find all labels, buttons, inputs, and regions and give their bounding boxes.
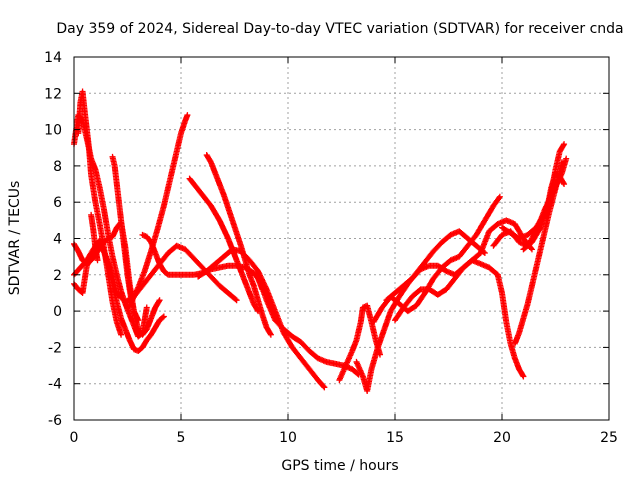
x-tick-label: 25 <box>600 430 618 446</box>
axis-ticks <box>73 56 610 421</box>
y-tick-label: 10 <box>44 123 62 139</box>
y-tick-labels: -6 -4 -2 0 2 4 6 8 10 12 14 <box>44 50 62 429</box>
x-tick-label: 15 <box>386 430 404 446</box>
x-tick-labels: 0 5 10 15 20 25 <box>70 430 618 446</box>
y-tick-label: -2 <box>48 340 62 356</box>
y-tick-label: 12 <box>44 86 62 102</box>
satellite-track-22-markers <box>490 155 570 249</box>
satellite-track-14-markers <box>336 302 384 384</box>
satellite-track-22 <box>490 155 570 249</box>
satellite-track-18 <box>383 257 527 380</box>
satellite-track-7-markers <box>88 211 101 264</box>
y-tick-label: 8 <box>53 159 62 175</box>
x-tick-label: 0 <box>70 430 79 446</box>
satellite-track-7 <box>88 211 101 264</box>
y-tick-label: 0 <box>53 304 62 320</box>
data-points <box>71 88 570 394</box>
y-tick-label: 4 <box>53 232 62 248</box>
x-axis-title: GPS time / hours <box>281 458 398 474</box>
satellite-track-18-markers <box>383 257 527 380</box>
x-tick-label: 20 <box>493 430 511 446</box>
y-tick-label: 6 <box>53 195 62 211</box>
x-tick-label: 10 <box>279 430 297 446</box>
y-tick-label: -6 <box>48 413 62 429</box>
y-axis-title: SDTVAR / TECUs <box>7 181 23 296</box>
y-tick-label: -4 <box>48 377 62 393</box>
x-tick-label: 5 <box>177 430 186 446</box>
y-tick-label: 14 <box>44 50 62 66</box>
chart-title: Day 359 of 2024, Sidereal Day-to-day VTE… <box>56 21 623 37</box>
satellite-track-14 <box>336 302 384 384</box>
y-tick-label: 2 <box>53 268 62 284</box>
